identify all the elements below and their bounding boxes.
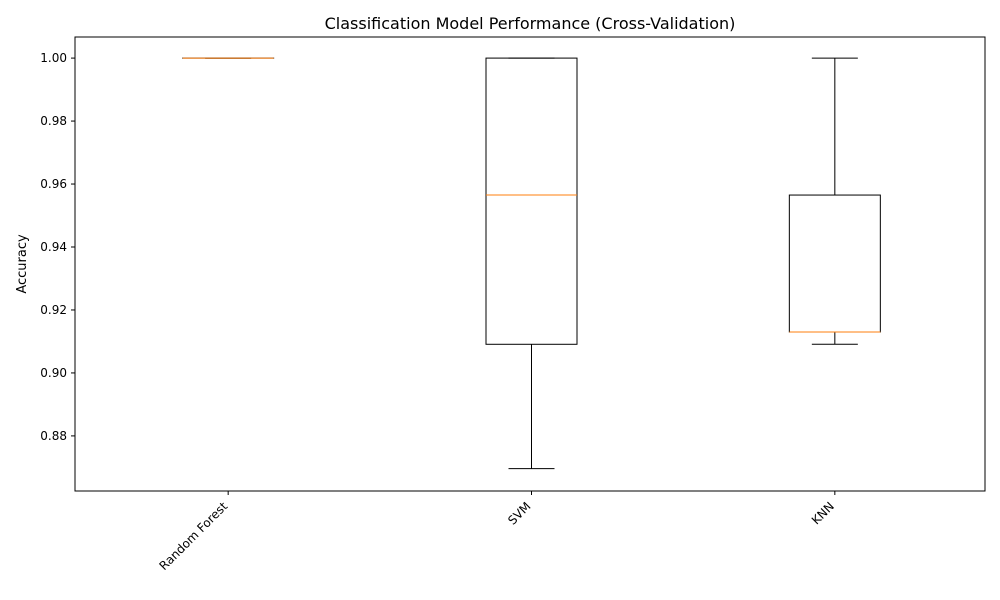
y-axis-label: Accuracy [15,234,30,294]
y-tick-label: 0.92 [40,303,67,317]
y-tick-label: 0.90 [40,366,67,380]
box-iqr [788,194,881,333]
y-tick-label: 0.94 [40,240,67,254]
x-tick-label: Random Forest [157,499,231,573]
box-group-svm [485,57,578,470]
y-tick-label: 0.98 [40,114,67,128]
y-axis: 0.88 0.90 0.92 0.94 0.96 0.98 1.00 [40,51,75,443]
chart-title: Classification Model Performance (Cross-… [325,14,736,33]
box-series [182,57,881,470]
y-tick-label: 1.00 [40,51,67,65]
x-tick-label: KNN [809,499,837,527]
box-group-knn [788,57,881,345]
y-tick-label: 0.96 [40,177,67,191]
plot-area-frame [74,36,986,492]
box-iqr [485,57,578,345]
x-tick-label: SVM [505,499,533,527]
x-axis: Random Forest SVM KNN [157,491,837,573]
y-tick-label: 0.88 [40,429,67,443]
